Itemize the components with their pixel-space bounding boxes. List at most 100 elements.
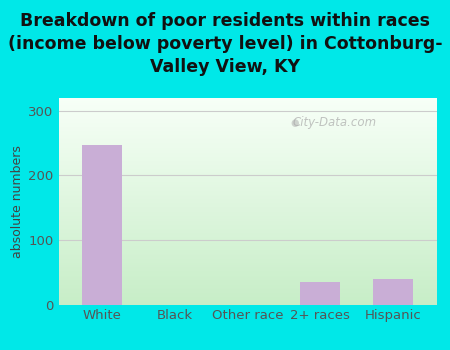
Bar (58, 185, 436, 186)
Bar (58, 302, 436, 303)
Bar (58, 235, 436, 236)
Bar (58, 165, 436, 166)
Bar (58, 150, 436, 152)
Bar (58, 197, 436, 198)
Bar (58, 105, 436, 106)
Bar (58, 257, 436, 258)
Bar (58, 98, 436, 99)
Bar (300, 282, 340, 304)
Bar (58, 156, 436, 157)
Bar (58, 258, 436, 259)
Bar (58, 163, 436, 164)
Bar (58, 253, 436, 254)
Bar (58, 270, 436, 271)
Bar (58, 192, 436, 193)
Y-axis label: absolute numbers: absolute numbers (11, 145, 24, 258)
Bar (58, 153, 436, 154)
Bar (58, 231, 436, 232)
Bar (58, 268, 436, 270)
Bar (58, 260, 436, 261)
Bar (58, 264, 436, 265)
Bar (58, 267, 436, 268)
Bar (58, 175, 436, 176)
Bar (58, 283, 436, 284)
Bar (58, 229, 436, 230)
Bar (58, 148, 436, 149)
Bar (58, 226, 436, 227)
Bar (58, 164, 436, 165)
Bar (58, 99, 436, 100)
Bar (58, 244, 436, 245)
Bar (58, 176, 436, 177)
Bar (58, 145, 436, 146)
Bar (58, 214, 436, 215)
Bar (58, 221, 436, 222)
Bar (58, 299, 436, 300)
Bar (58, 238, 436, 239)
Bar (58, 109, 436, 110)
Bar (58, 198, 436, 199)
Bar (58, 127, 436, 128)
Bar (58, 286, 436, 287)
Bar (58, 243, 436, 244)
Bar (58, 199, 436, 200)
Bar (58, 149, 436, 150)
Bar (58, 249, 436, 250)
Bar (58, 188, 436, 189)
Bar (58, 293, 436, 294)
Bar (58, 161, 436, 162)
Bar (58, 116, 436, 117)
Bar (58, 247, 436, 248)
Bar (58, 130, 436, 131)
Bar (58, 220, 436, 221)
Bar (58, 200, 436, 201)
Bar (58, 146, 436, 147)
Bar (58, 292, 436, 293)
Bar (58, 272, 436, 273)
Bar (58, 107, 436, 108)
Bar (58, 217, 436, 218)
Bar (82, 145, 122, 304)
Bar (58, 135, 436, 136)
Bar (58, 252, 436, 253)
Bar (58, 206, 436, 208)
Bar (58, 223, 436, 224)
Bar (58, 113, 436, 114)
Bar (58, 171, 436, 172)
Bar (58, 295, 436, 296)
Bar (58, 261, 436, 262)
Bar (58, 236, 436, 237)
Bar (58, 218, 436, 219)
Bar (58, 210, 436, 211)
Bar (58, 241, 436, 243)
Bar (58, 194, 436, 195)
Bar (58, 245, 436, 246)
Bar (58, 225, 436, 226)
Bar (58, 263, 436, 264)
Bar (58, 173, 436, 174)
Bar (58, 137, 436, 138)
Bar (58, 211, 436, 212)
Bar (58, 152, 436, 153)
Bar (58, 112, 436, 113)
Bar (58, 108, 436, 109)
Bar (58, 181, 436, 182)
Bar (58, 166, 436, 167)
Bar (58, 103, 436, 104)
Bar (58, 131, 436, 132)
Bar (58, 232, 436, 233)
Bar (58, 248, 436, 249)
Bar (373, 279, 413, 304)
Bar (58, 234, 436, 235)
Bar (58, 182, 436, 183)
Bar (58, 279, 436, 280)
Bar (58, 282, 436, 283)
Text: City-Data.com: City-Data.com (292, 116, 377, 129)
Bar (58, 136, 436, 137)
Bar (58, 133, 436, 134)
Bar (58, 101, 436, 102)
Bar (58, 172, 436, 173)
Bar (58, 100, 436, 101)
Bar (58, 290, 436, 291)
Bar (58, 289, 436, 290)
